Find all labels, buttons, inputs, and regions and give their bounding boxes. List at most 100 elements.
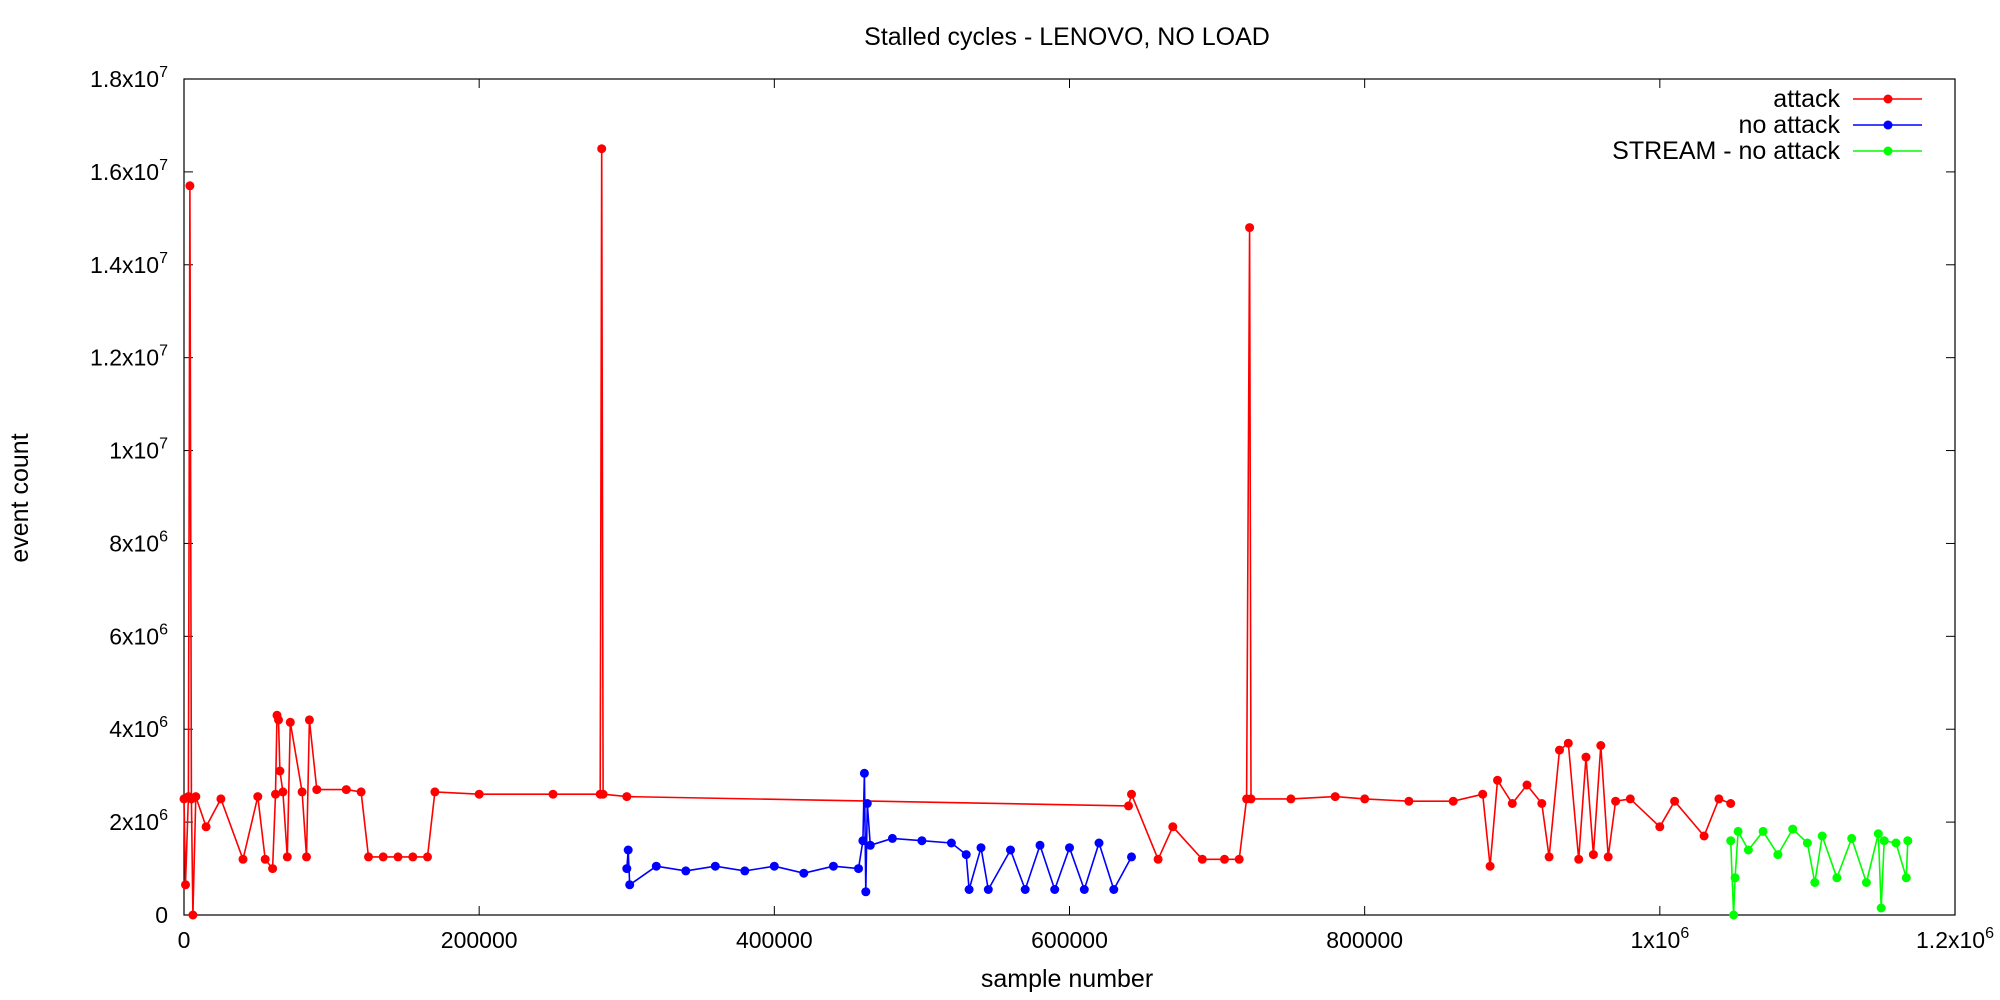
data-point	[238, 854, 248, 864]
data-point	[622, 792, 632, 802]
x-tick-label: 600000	[1031, 927, 1108, 953]
data-point	[1903, 836, 1913, 846]
data-point	[1197, 854, 1207, 864]
data-point	[1478, 789, 1488, 799]
data-point	[858, 836, 868, 846]
data-point	[1330, 792, 1340, 802]
data-point	[740, 866, 750, 876]
data-point	[253, 792, 263, 802]
data-point	[1507, 799, 1517, 808]
data-point	[1537, 799, 1547, 808]
data-point	[769, 861, 779, 871]
data-point	[1153, 854, 1163, 864]
chart-title: Stalled cycles - LENOVO, NO LOAD	[864, 23, 1270, 51]
legend-label: STREAM - no attack	[1612, 137, 1840, 165]
data-point	[275, 766, 285, 776]
data-point	[1006, 845, 1015, 855]
data-point	[1079, 885, 1089, 894]
data-point	[710, 861, 720, 871]
data-point	[862, 799, 872, 808]
data-point	[964, 885, 974, 894]
data-point	[274, 715, 283, 725]
data-point	[917, 836, 927, 846]
y-tick-label: 1x107	[109, 436, 168, 464]
data-point	[1234, 854, 1244, 864]
data-point	[260, 854, 270, 864]
data-point	[1109, 885, 1119, 894]
data-point	[1555, 745, 1564, 755]
data-point	[1655, 822, 1665, 832]
data-point	[474, 789, 484, 799]
data-point	[623, 845, 633, 855]
series-points	[179, 144, 1913, 920]
data-point	[865, 840, 875, 850]
data-point	[278, 787, 288, 797]
y-tick-label: 8x106	[109, 528, 168, 556]
data-point	[1625, 794, 1635, 804]
legend-label: no attack	[1739, 111, 1841, 139]
data-point	[364, 852, 373, 862]
data-point	[378, 852, 388, 862]
data-point	[1611, 796, 1621, 806]
data-point	[1832, 873, 1842, 883]
data-point	[1168, 822, 1178, 832]
data-point	[285, 717, 295, 727]
y-tick-label: 1.2x107	[90, 343, 168, 371]
data-point	[297, 787, 307, 797]
data-point	[861, 887, 871, 897]
x-tick-label: 400000	[736, 927, 813, 953]
data-point	[188, 910, 198, 920]
data-point	[1563, 738, 1573, 748]
y-tick-label: 2x106	[109, 807, 168, 835]
data-point	[548, 789, 558, 799]
data-point	[1802, 838, 1812, 848]
data-point	[1050, 885, 1060, 894]
data-point	[312, 785, 322, 795]
data-point	[854, 864, 863, 874]
data-point	[887, 833, 897, 843]
data-point	[1360, 794, 1370, 804]
data-point	[282, 852, 292, 862]
data-point	[1065, 843, 1074, 853]
data-point	[598, 789, 608, 799]
data-point	[356, 787, 366, 797]
y-tick-label: 1.6x107	[90, 157, 168, 185]
data-point	[1035, 840, 1045, 850]
data-point	[393, 852, 403, 862]
data-point	[946, 838, 956, 848]
data-point	[1127, 852, 1136, 862]
data-point	[597, 144, 607, 154]
data-point	[191, 792, 201, 802]
x-tick-labels: 0 200000 400000 600000 800000 1x106 1.2x106	[178, 925, 1994, 953]
data-point	[1670, 796, 1680, 806]
data-point	[1891, 838, 1901, 848]
data-point	[1726, 799, 1736, 808]
legend-swatch-marker	[1883, 94, 1893, 104]
data-point	[828, 861, 838, 871]
data-point	[423, 852, 432, 862]
data-point	[304, 715, 314, 725]
legend-swatch-marker	[1883, 146, 1893, 156]
data-point	[1773, 850, 1783, 860]
data-point	[1726, 836, 1736, 846]
data-point	[1581, 752, 1591, 762]
data-point	[1020, 885, 1030, 894]
data-point	[268, 864, 278, 874]
data-point	[1404, 796, 1414, 806]
data-point	[1485, 861, 1495, 871]
data-point	[271, 789, 280, 799]
data-point	[1699, 831, 1709, 841]
data-point	[1743, 845, 1753, 855]
data-point	[341, 785, 351, 795]
y-tick-label: 1.8x107	[90, 64, 168, 92]
data-point	[859, 768, 869, 778]
data-point	[976, 843, 986, 853]
data-point	[983, 885, 993, 894]
data-point	[1522, 780, 1532, 790]
data-point	[1245, 223, 1255, 233]
data-point	[1733, 826, 1743, 836]
x-tick-label: 1.2x106	[1916, 925, 1994, 953]
data-point	[625, 880, 635, 890]
